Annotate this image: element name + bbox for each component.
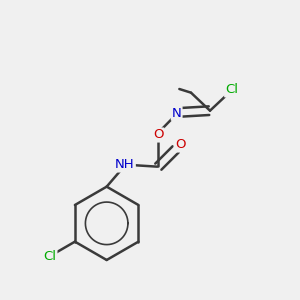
Text: O: O — [153, 128, 164, 142]
Text: O: O — [175, 139, 185, 152]
Text: NH: NH — [115, 158, 135, 172]
Text: N: N — [172, 107, 182, 120]
Text: Cl: Cl — [225, 83, 238, 97]
Text: Cl: Cl — [44, 250, 56, 263]
